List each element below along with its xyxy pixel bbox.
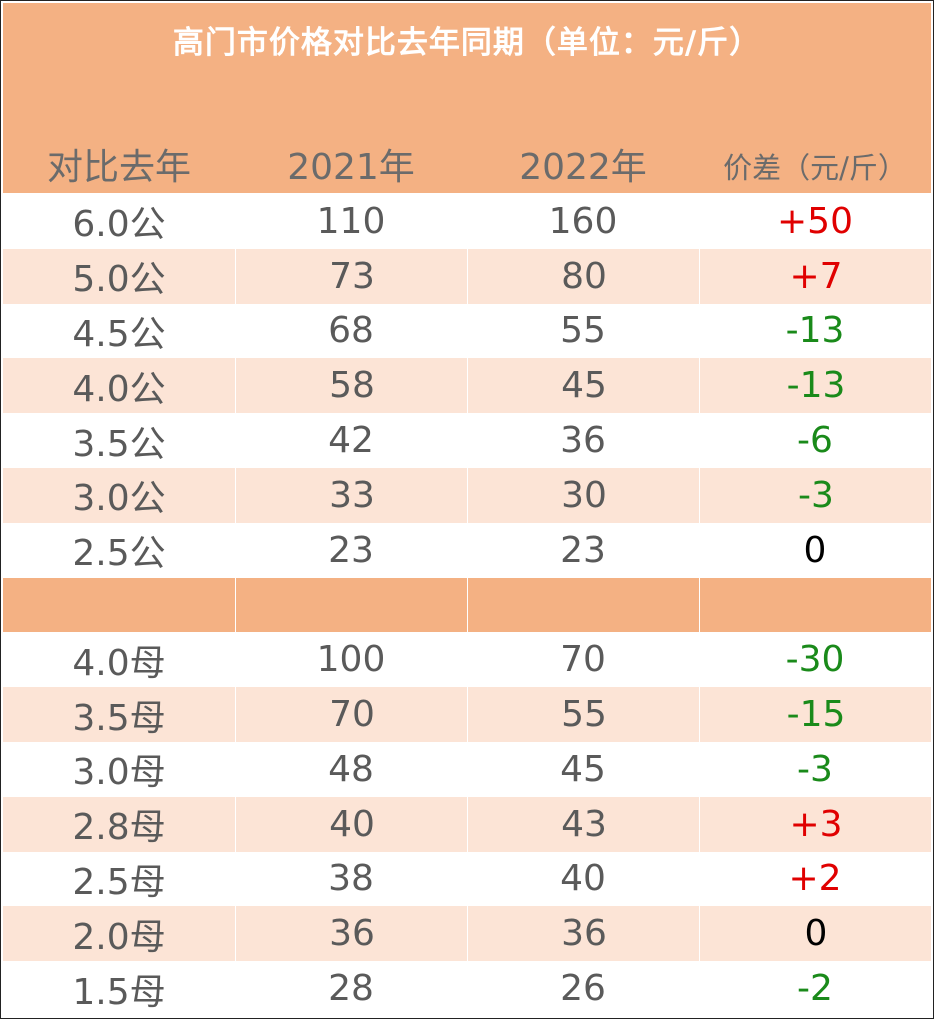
header-2021: 2021年 [287, 147, 415, 188]
table-row: 2.0母 36 36 0 [3, 906, 932, 962]
price-2021: 28 [328, 968, 374, 1010]
price-2022: 80 [467, 248, 700, 304]
table-row: 2.5母 38 40 +2 [3, 852, 931, 907]
table-row: 6.0公 110 160 +50 [3, 194, 931, 249]
price-2021: 68 [328, 310, 374, 352]
group-separator [3, 577, 932, 633]
price-diff: +50 [777, 200, 853, 242]
row-label: 2.5公 [72, 533, 166, 575]
table-header: 高门市价格对比去年同期（单位：元/斤） 对比去年 2021年 2022年 价差（… [3, 3, 931, 193]
price-2021: 70 [235, 687, 468, 742]
price-diff: -6 [797, 420, 833, 462]
row-label: 3.0公 [72, 478, 166, 520]
price-2022: 43 [467, 796, 700, 852]
row-label: 2.0母 [72, 916, 166, 958]
row-label: 4.0公 [72, 368, 166, 410]
separator-cell [3, 578, 235, 633]
row-label: 5.0公 [72, 259, 166, 301]
price-diff: -30 [785, 639, 845, 681]
price-diff: 0 [803, 529, 827, 571]
table-row: 4.0母 100 70 -30 [3, 632, 931, 687]
header-compare: 对比去年 [46, 147, 191, 188]
row-label: 4.5公 [72, 313, 166, 355]
price-2021: 40 [235, 796, 468, 852]
price-diff: -3 [699, 467, 932, 523]
price-diff: -3 [797, 748, 833, 790]
price-2021: 36 [235, 906, 468, 962]
price-2021: 38 [328, 858, 374, 900]
table-row: 4.0公 58 45 -13 [3, 358, 932, 414]
price-2021: 100 [316, 639, 386, 681]
price-diff: +2 [788, 858, 842, 900]
price-2022: 45 [560, 748, 606, 790]
row-label: 3.0母 [72, 752, 166, 794]
row-label: 3.5母 [72, 697, 166, 739]
price-2022: 30 [467, 467, 700, 523]
price-2021: 23 [328, 529, 374, 571]
price-diff: -15 [699, 687, 932, 742]
price-diff: 0 [699, 906, 932, 962]
separator-cell [235, 577, 468, 633]
price-2022: 70 [560, 639, 606, 681]
price-2022: 23 [560, 529, 606, 571]
price-diff: +7 [699, 248, 932, 304]
row-label: 4.0母 [72, 642, 166, 684]
table-row: 1.5母 28 26 -2 [3, 961, 931, 1016]
price-diff: -13 [785, 310, 845, 352]
header-diff: 价差（元/斤） [723, 151, 907, 185]
table-row: 3.5母 70 55 -15 [3, 687, 931, 742]
row-label: 6.0公 [72, 204, 166, 246]
price-2022: 55 [467, 687, 700, 742]
price-2022: 26 [560, 968, 606, 1010]
price-diff: -2 [797, 968, 833, 1010]
row-label: 1.5母 [72, 971, 166, 1013]
row-label: 2.5母 [72, 861, 166, 903]
price-2022: 40 [560, 858, 606, 900]
header-2022: 2022年 [519, 147, 647, 188]
separator-cell [699, 577, 932, 633]
price-2021: 58 [235, 358, 468, 414]
price-2021: 48 [328, 748, 374, 790]
price-2022: 55 [560, 310, 606, 352]
price-2021: 42 [328, 420, 374, 462]
table-row: 5.0公 73 80 +7 [3, 248, 932, 304]
price-2021: 33 [235, 467, 468, 523]
table-row: 3.0公 33 30 -3 [3, 467, 932, 523]
table-row: 4.5公 68 55 -13 [3, 304, 931, 359]
table-row: 3.0母 48 45 -3 [3, 742, 931, 797]
price-2021: 110 [316, 200, 386, 242]
separator-cell [467, 577, 700, 633]
price-2021: 73 [235, 248, 468, 304]
price-diff: +3 [699, 796, 932, 852]
row-label: 3.5公 [72, 423, 166, 465]
price-2022: 36 [467, 906, 700, 962]
table-row: 3.5公 42 36 -6 [3, 413, 931, 468]
price-diff: -13 [699, 358, 932, 414]
table-body: 6.0公 110 160 +50 5.0公 73 80 +7 4.5公 68 55 -13 4.0公 58… [3, 194, 931, 1016]
table-row: 2.8母 40 43 +3 [3, 796, 932, 852]
price-2022: 160 [548, 200, 618, 242]
table-row: 2.5公 23 23 0 [3, 523, 931, 578]
table-title: 高门市价格对比去年同期（单位：元/斤） [172, 25, 762, 61]
price-2022: 36 [560, 420, 606, 462]
price-2022: 45 [467, 358, 700, 414]
row-label: 2.8母 [72, 807, 166, 849]
